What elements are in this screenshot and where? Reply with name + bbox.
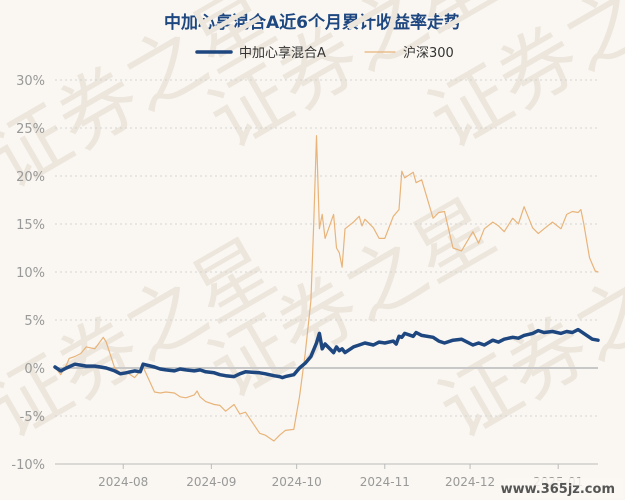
y-tick-label: 15% [16,218,45,233]
y-tick-label: 25% [16,122,45,137]
x-tick-label: 2024-11 [360,475,410,489]
x-tick-label: 2024-09 [186,475,236,489]
legend-label-0: 中加心享混合A [239,45,326,61]
x-tick-label: 2024-12 [445,475,495,489]
chart-title: 中加心享混合A近6个月累计收益率走势 [164,13,461,33]
site-watermark: www.365jz.com [501,482,615,497]
y-tick-label: 0% [24,362,45,377]
x-tick-label: 2024-10 [272,475,322,489]
x-tick-label: 2024-08 [98,475,148,489]
y-tick-label: 5% [24,314,45,329]
y-tick-label: -5% [20,410,45,425]
y-tick-label: 10% [16,266,45,281]
legend-label-1: 沪深300 [403,45,454,61]
y-tick-label: 30% [16,74,45,89]
y-tick-label: 20% [16,170,45,185]
y-tick-label: -10% [11,458,45,473]
site-watermark-bg [505,478,623,498]
series-line-0 [53,327,600,380]
